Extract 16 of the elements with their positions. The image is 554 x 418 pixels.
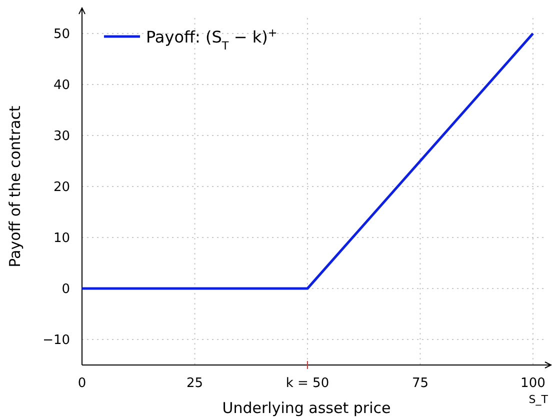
y-tick-label: 10 (53, 231, 70, 246)
y-tick-label: 20 (53, 180, 70, 195)
x-tick-label: 25 (186, 376, 204, 391)
text: S_T (528, 393, 548, 406)
y-tick-label: 0 (62, 282, 70, 297)
y-tick-label: 40 (53, 78, 70, 93)
x-axis-title: Underlying asset price (222, 399, 391, 417)
x-tick-label: 75 (412, 376, 428, 391)
x-tick-label: 100 (520, 376, 546, 391)
x-tick-label: 0 (78, 376, 86, 391)
y-tick-label: 30 (53, 129, 70, 144)
y-axis-title: Payoff of the contract (6, 106, 24, 268)
y-tick-label: −10 (42, 333, 70, 348)
y-tick-label: 50 (53, 27, 70, 42)
x-tick-label: k = 50 (286, 376, 330, 391)
legend-label: Payoff: (S$_{T}$ − k)$^{+}$ (146, 26, 278, 52)
